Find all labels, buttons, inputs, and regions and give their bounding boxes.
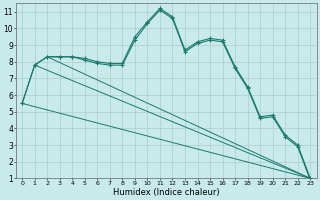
- X-axis label: Humidex (Indice chaleur): Humidex (Indice chaleur): [113, 188, 220, 197]
